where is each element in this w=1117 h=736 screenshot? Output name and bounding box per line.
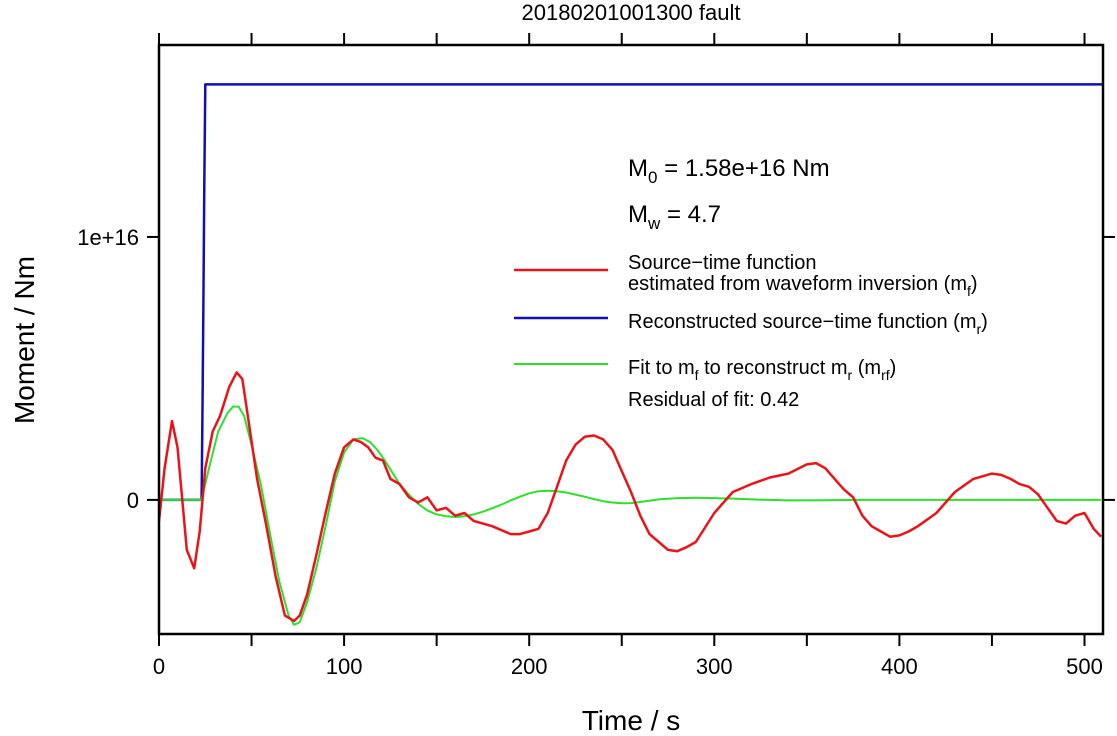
legend-item-mr: Reconstructed source−time function (mr)	[514, 311, 988, 337]
legend-item-mrf: Fit to mf to reconstruct mr (mrf)	[514, 357, 896, 383]
legend-label-mrf: Fit to mf to reconstruct mr (mrf)	[628, 357, 896, 383]
x-tick-label: 400	[881, 654, 918, 679]
legend-label-mf: estimated from waveform inversion (mf)	[628, 273, 978, 299]
legend-label-mr: Reconstructed source−time function (mr)	[628, 311, 988, 337]
plot-frame	[157, 43, 1105, 636]
series-line-mf	[159, 371, 1103, 623]
y-tick-label: 1e+16	[77, 225, 139, 250]
x-tick-label: 500	[1066, 654, 1103, 679]
y-axis-title: Moment / Nm	[9, 256, 40, 424]
m0-annotation: M0 = 1.58e+16 Nm	[628, 155, 830, 187]
residual-annotation: Residual of fit: 0.42	[628, 389, 799, 411]
x-tick-label: 200	[511, 654, 548, 679]
x-tick-label: 100	[326, 654, 363, 679]
mw-annotation: Mw = 4.7	[628, 201, 721, 233]
chart-title: 20180201001300 fault	[522, 0, 741, 25]
x-tick-label: 300	[696, 654, 733, 679]
x-tick-label: 0	[153, 654, 165, 679]
series-layer	[159, 83, 1103, 626]
legend-label-mf: Source−time function	[628, 252, 816, 274]
series-line-mrf	[159, 405, 1102, 626]
y-tick-label: 0	[127, 488, 139, 513]
annotation-layer: M0 = 1.58e+16 Nm Mw = 4.7 Residual of fi…	[628, 155, 830, 411]
x-axis-title: Time / s	[582, 705, 681, 736]
ticks-layer: 0 100 200 300 400 500 0 1e+16	[77, 33, 1115, 679]
